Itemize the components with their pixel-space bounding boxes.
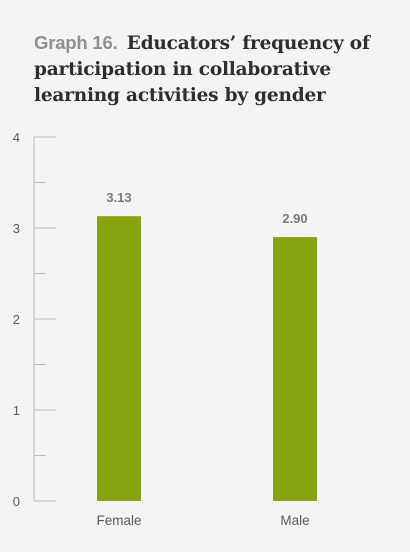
y-tick-label-0: 0: [13, 494, 20, 509]
data-label-male: 2.90: [282, 211, 307, 226]
x-tick-label-female: Female: [96, 513, 141, 528]
y-tick-label-2: 2: [13, 312, 20, 327]
data-label-female: 3.13: [106, 190, 131, 205]
y-tick-label-1: 1: [13, 403, 20, 418]
x-axis: Female Male: [96, 513, 309, 528]
chart-title: Graph 16. Educators’ frequency of partic…: [34, 30, 384, 109]
bar-female: [97, 216, 141, 502]
bar-male: [273, 237, 317, 501]
y-tick-label-4: 4: [13, 130, 20, 145]
bars: 3.13 2.90: [97, 190, 317, 502]
chart-title-prefix: Graph 16.: [34, 32, 118, 53]
y-tick-label-3: 3: [13, 221, 20, 236]
y-axis: 0 1 2 3 4: [13, 130, 56, 509]
x-tick-label-male: Male: [280, 513, 309, 528]
chart-title-text: Educators’ frequency of participation in…: [34, 33, 370, 106]
